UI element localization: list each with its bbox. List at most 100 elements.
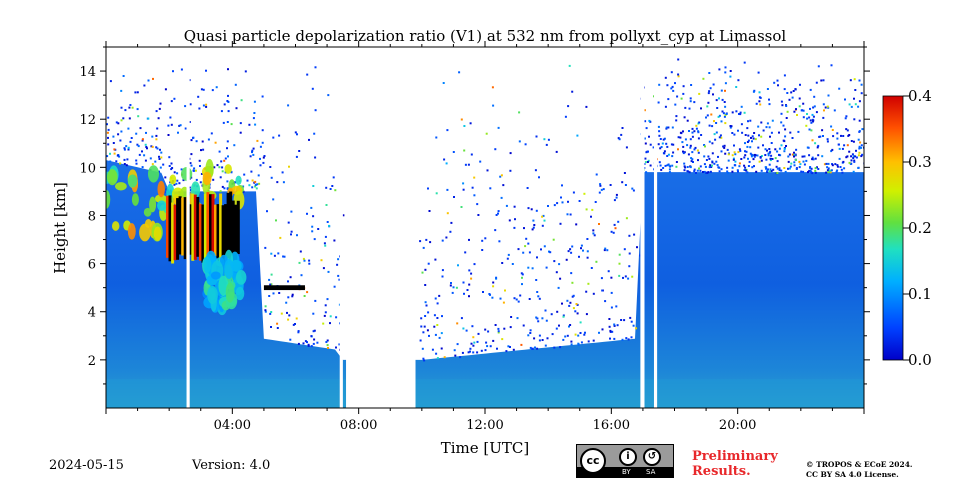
noise-pixel [326,298,329,301]
noise-pixel [283,255,286,258]
noise-pixel [733,133,736,136]
noise-pixel [262,161,265,164]
noise-pixel [758,100,761,103]
noise-pixel [785,105,788,107]
noise-pixel [658,130,661,133]
noise-pixel [515,298,518,301]
noise-pixel [541,317,544,320]
noise-pixel [684,138,687,141]
noise-pixel [570,251,573,254]
noise-pixel [509,169,512,172]
noise-pixel [221,166,224,169]
noise-pixel [192,169,195,172]
noise-pixel [782,124,785,127]
noise-pixel [513,205,516,208]
noise-pixel [703,144,706,146]
noise-pixel [770,170,773,172]
noise-pixel [805,159,808,162]
data-gap [339,47,343,408]
noise-pixel [256,183,259,186]
noise-pixel [585,313,588,316]
noise-pixel [567,105,570,108]
noise-pixel [604,300,607,303]
noise-pixel [769,157,772,160]
noise-pixel [296,234,298,237]
noise-pixel [691,158,694,161]
noise-pixel [587,340,590,343]
noise-pixel [746,145,749,148]
noise-pixel [724,152,727,155]
noise-pixel [158,107,161,110]
noise-pixel [672,143,675,146]
noise-pixel [200,88,203,91]
noise-pixel [850,140,853,142]
noise-pixel [614,227,617,230]
noise-pixel [435,192,438,195]
noise-pixel [464,251,467,254]
noise-pixel [441,315,443,318]
noise-pixel [120,119,123,122]
noise-pixel [251,186,254,189]
noise-pixel [693,168,696,171]
noise-pixel [769,159,772,162]
noise-pixel [523,227,525,230]
y-tick-label: 14 [79,65,96,80]
noise-pixel [601,328,604,331]
noise-pixel [815,81,818,84]
noise-pixel [858,79,861,82]
noise-pixel [838,147,841,150]
noise-pixel [753,132,756,134]
noise-pixel [109,152,111,155]
noise-pixel [120,89,123,92]
noise-pixel [314,156,317,159]
noise-pixel [124,109,127,112]
noise-pixel [164,176,167,179]
noise-pixel [479,160,482,163]
noise-pixel [738,162,741,165]
noise-pixel [609,329,612,332]
noise-pixel [778,147,781,150]
noise-pixel [286,311,288,314]
noise-pixel [532,219,535,222]
noise-pixel [210,132,213,135]
noise-pixel [145,131,147,134]
noise-pixel [468,238,470,241]
noise-pixel [112,135,115,138]
noise-pixel [170,123,173,126]
noise-pixel [721,98,724,101]
noise-pixel [453,196,455,198]
noise-pixel [822,135,824,137]
noise-pixel [249,155,252,158]
noise-pixel [219,190,222,193]
noise-pixel [700,134,703,136]
noise-pixel [759,103,762,106]
noise-pixel [720,168,723,171]
cirrus-column [206,192,210,263]
noise-pixel [727,172,730,175]
noise-pixel [259,157,261,160]
noise-pixel [731,154,734,157]
noise-pixel [743,61,746,64]
noise-pixel [845,156,848,159]
noise-pixel [333,239,336,242]
noise-pixel [277,252,280,255]
noise-pixel [460,317,463,320]
noise-pixel [683,162,686,165]
noise-pixel [541,215,544,218]
noise-pixel [472,336,475,339]
noise-pixel [538,334,541,337]
noise-pixel [737,151,740,154]
noise-pixel [287,221,290,224]
noise-pixel [529,346,532,349]
noise-pixel [686,166,689,168]
y-tick-label: 8 [88,209,96,224]
noise-pixel [802,109,805,112]
noise-pixel [263,155,266,157]
noise-pixel [562,315,565,318]
noise-pixel [684,106,687,109]
noise-pixel [158,170,160,173]
noise-pixel [136,91,139,94]
noise-pixel [822,103,825,106]
noise-pixel [695,171,697,174]
noise-pixel [682,92,685,95]
